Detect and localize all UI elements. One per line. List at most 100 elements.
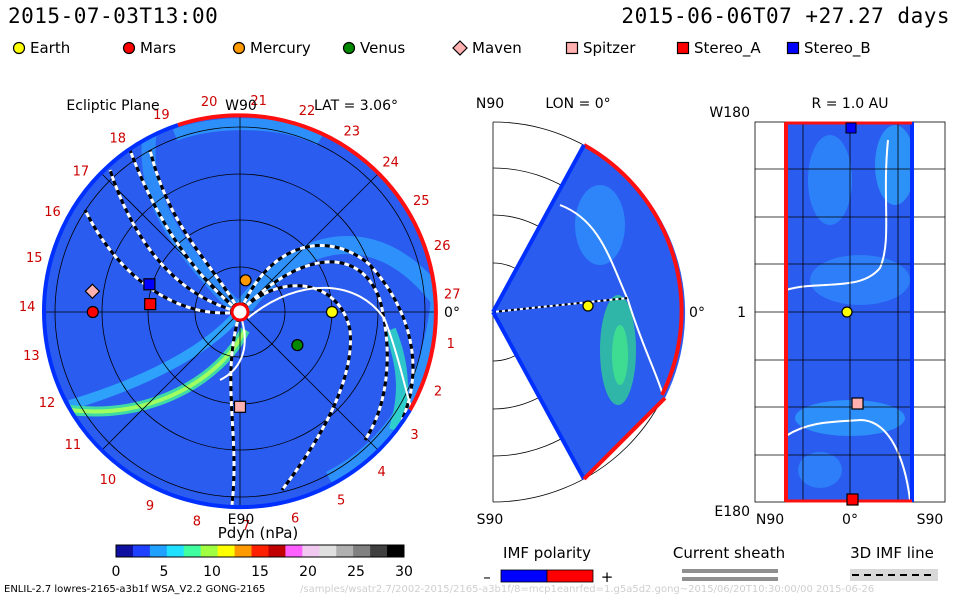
colorbar-cell — [302, 545, 320, 557]
colorbar-frame — [115, 544, 405, 558]
spitzer-ecliptic-marker — [233, 400, 247, 413]
imf-minus-label: – — [483, 568, 491, 586]
meridional-polarity-edge — [491, 143, 684, 481]
colorbar-cell — [132, 545, 151, 557]
stereo-b-ecliptic-marker — [143, 278, 156, 291]
meridional-wedge — [493, 145, 686, 479]
day-label: 11 — [65, 438, 82, 453]
colorbar-title: Pdyn (nPa) — [218, 524, 299, 542]
legend-mercury: Mercury — [232, 38, 311, 58]
day-label: 27 — [444, 287, 461, 302]
colorbar-tick-label: 10 — [203, 564, 221, 580]
colorbar-cells — [116, 545, 405, 557]
ecliptic-polarity-ring — [42, 113, 438, 510]
imf-plus-label: + — [601, 568, 614, 586]
day-label: 1 — [447, 337, 455, 352]
colorbar-cell — [319, 545, 337, 557]
maven-ecliptic-marker — [84, 283, 101, 300]
day-label: 2 — [434, 385, 442, 400]
footer-model-info: ENLIL-2.7 lowres-2165-a3b1f WSA_V2.2 GON… — [4, 584, 266, 595]
venus-ecliptic-marker — [291, 339, 304, 352]
day-label: 15 — [26, 251, 43, 266]
mercury-marker-icon — [232, 41, 246, 55]
legend-label: Stereo_B — [804, 39, 871, 57]
ecliptic-density-field — [68, 118, 437, 489]
imf-3d-legend: 3D IMF line — [850, 544, 938, 581]
legend-earth: Earth — [12, 38, 70, 58]
imf-polarity-legend: IMF polarity – + — [483, 544, 613, 586]
legend-label: Mercury — [250, 39, 311, 57]
legend-label: Stereo_A — [694, 39, 761, 57]
day-label: 25 — [413, 194, 430, 209]
day-label: 12 — [39, 396, 56, 411]
colorbar-cell — [251, 545, 269, 557]
maven-marker-icon — [452, 40, 468, 56]
day-label: 24 — [382, 155, 399, 170]
meridional-right-label: 0° — [689, 305, 705, 321]
stereo-a-radial-marker — [846, 493, 859, 506]
ecliptic-bodies — [84, 274, 339, 413]
colorbar-cell — [234, 545, 253, 557]
colorbar-cell — [370, 545, 388, 557]
legend-stereo-a: Stereo_A — [676, 38, 761, 58]
legend-venus: Venus — [342, 38, 405, 58]
colorbar-tick-label: 30 — [395, 564, 413, 580]
mars-marker-icon — [122, 41, 136, 55]
day-label: 18 — [110, 132, 127, 147]
day-label: 8 — [193, 515, 201, 530]
imf-positive-swatch — [546, 569, 594, 583]
colorbar-cell — [285, 545, 303, 557]
footer-run-path: /samples/wsatr2.7/2002-2015/2165-a3b1f/8… — [300, 584, 875, 595]
colorbar-cell — [183, 545, 202, 557]
colorbar-cell — [387, 545, 405, 557]
legend-stereo-b: Stereo_B — [786, 38, 871, 58]
legend-spitzer: Spitzer — [565, 38, 635, 58]
day-label: 16 — [44, 205, 61, 220]
day-label: 20 — [201, 95, 218, 110]
spitzer-marker-icon — [565, 41, 579, 55]
current-sheath-legend: Current sheath — [673, 544, 785, 581]
colorbar-tick-label: 5 — [160, 564, 169, 580]
colorbar-cell — [336, 545, 354, 557]
stereo-b-radial-marker — [845, 122, 857, 134]
meridional-top-label: N90 — [476, 96, 504, 112]
radial-bottom-n: N90 — [756, 512, 784, 528]
meridional-lon: LON = 0° — [545, 96, 610, 112]
colorbar-tick-label: 0 — [112, 564, 121, 580]
earth-meridional-marker — [582, 300, 594, 312]
radial-r-label: R = 1.0 AU — [812, 96, 889, 112]
colorbar-cell — [268, 545, 286, 557]
day-label: 17 — [73, 164, 90, 179]
legend-label: Earth — [30, 39, 71, 57]
colorbar-cell — [217, 545, 236, 557]
legend-mars: Mars — [122, 38, 176, 58]
run-start-time: 2015-06-06T07 +27.27 days — [621, 4, 950, 28]
ecliptic-bottom-label: E90 — [228, 512, 255, 528]
pdyn-colorbar: Pdyn (nPa) 0 5 10 15 20 25 30 — [112, 524, 413, 580]
ecliptic-current-sheath — [219, 286, 413, 411]
legend-label: Spitzer — [583, 39, 636, 57]
day-label: 23 — [344, 125, 361, 140]
ecliptic-lat: LAT = 3.06° — [314, 98, 398, 114]
stereo-b-marker-icon — [786, 41, 800, 55]
imf-3d-title: 3D IMF line — [850, 544, 934, 562]
ecliptic-title: Ecliptic Plane — [66, 98, 159, 114]
day-label: 3 — [410, 428, 418, 443]
stereo-a-ecliptic-marker — [144, 298, 157, 311]
legend-maven: Maven — [452, 38, 522, 58]
radial-bottom-mid: 0° — [842, 512, 858, 528]
meridional-panel: N90 LON = 0° S90 0° — [476, 96, 705, 528]
colorbar-cell — [149, 545, 168, 557]
mercury-ecliptic-marker — [239, 274, 252, 287]
day-label: 14 — [19, 300, 36, 315]
radial-bottom-left: E180 — [714, 504, 750, 520]
radial-mid-left: 1 — [737, 305, 746, 321]
day-label: 22 — [299, 104, 316, 119]
meridional-bottom-label: S90 — [477, 512, 504, 528]
mars-ecliptic-marker — [86, 305, 99, 319]
ecliptic-imf-spirals — [83, 149, 415, 506]
legend-label: Mars — [140, 39, 177, 57]
day-label: 9 — [146, 499, 154, 514]
